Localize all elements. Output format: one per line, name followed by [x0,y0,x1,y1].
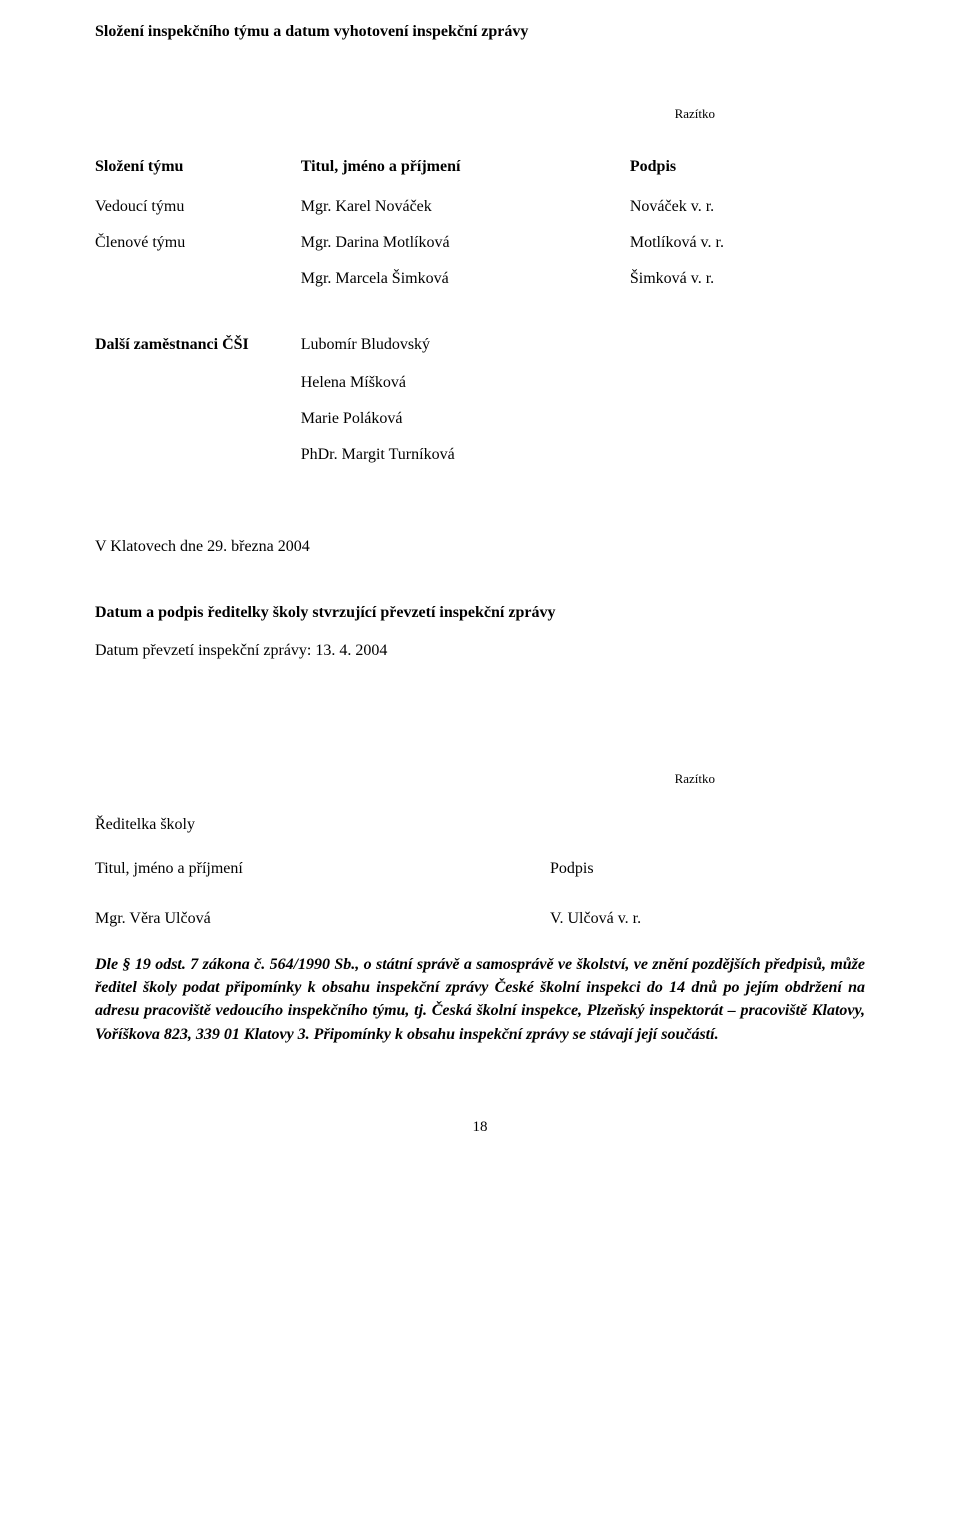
team-composition-table: Složení týmu Titul, jméno a příjmení Pod… [95,149,865,297]
name-cell: Mgr. Karel Nováček [301,189,630,225]
page-number: 18 [95,1116,865,1139]
name-cell: Mgr. Marcela Šimková [301,261,630,297]
director-label-name: Titul, jméno a příjmení [95,857,550,881]
director-header-row: Titul, jméno a příjmení Podpis [95,849,865,889]
sig-cell: Motlíková v. r. [630,225,865,261]
staff-name: PhDr. Margit Turníková [301,437,630,473]
legal-notice: Dle § 19 odst. 7 zákona č. 564/1990 Sb.,… [95,953,865,1046]
additional-staff-table: Další zaměstnanci ČŠI Lubomír Bludovský … [95,327,865,479]
sig-cell: Šimková v. r. [630,261,865,297]
header-name: Titul, jméno a příjmení [301,149,630,189]
staff-name: Lubomír Bludovský [301,333,630,357]
staff-name-cell: Lubomír Bludovský Helena Míšková Marie P… [301,327,630,479]
header-team: Složení týmu [95,149,301,189]
location-date: V Klatovech dne 29. března 2004 [95,535,865,559]
staff-name: Helena Míšková [301,365,630,401]
table-row: Vedoucí týmu Mgr. Karel Nováček Nováček … [95,189,865,225]
page-heading: Složení inspekčního týmu a datum vyhotov… [95,20,865,44]
role-cell: Vedoucí týmu [95,189,301,225]
sig-cell: Nováček v. r. [630,189,865,225]
table-row: Mgr. Marcela Šimková Šimková v. r. [95,261,865,297]
director-name: Mgr. Věra Ulčová [95,907,550,931]
confirmation-heading: Datum a podpis ředitelky školy stvrzujíc… [95,601,865,625]
director-label-sig: Podpis [550,857,865,881]
receipt-date: Datum převzetí inspekční zprávy: 13. 4. … [95,639,865,663]
staff-name: Marie Poláková [301,401,630,437]
table-header-row: Složení týmu Titul, jméno a příjmení Pod… [95,149,865,189]
name-cell: Mgr. Darina Motlíková [301,225,630,261]
header-signature: Podpis [630,149,865,189]
role-cell: Členové týmu [95,225,301,261]
director-sig: V. Ulčová v. r. [550,907,865,931]
legal-lead: Dle § 19 odst. 7 zákona č. 564/1990 Sb. [95,956,355,973]
role-cell [95,261,301,297]
staff-row: Další zaměstnanci ČŠI Lubomír Bludovský … [95,327,865,479]
stamp-label-top: Razítko [95,104,865,124]
table-row: Členové týmu Mgr. Darina Motlíková Motlí… [95,225,865,261]
director-title: Ředitelka školy [95,813,865,837]
staff-header: Další zaměstnanci ČŠI [95,327,301,479]
stamp-label-bottom: Razítko [95,769,865,789]
director-block: Ředitelka školy Titul, jméno a příjmení … [95,813,865,939]
director-data-row: Mgr. Věra Ulčová V. Ulčová v. r. [95,899,865,939]
